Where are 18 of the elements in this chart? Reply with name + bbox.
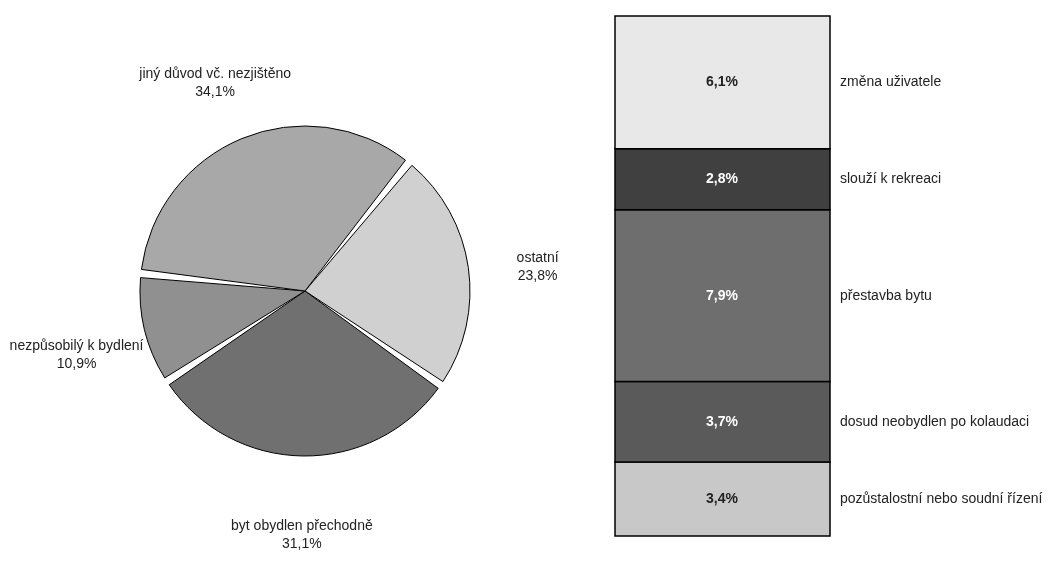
slice-label: jiný důvod vč. nezjištěno <box>138 64 292 81</box>
data-label: 31,1% <box>282 534 322 551</box>
data-label: 23,8% <box>517 266 558 283</box>
slice-label: ostatní <box>516 248 559 265</box>
series-label: změna uživatele <box>840 73 942 90</box>
data-label: 7,9% <box>706 286 739 303</box>
slice-label: byt obydlen přechodně <box>231 516 373 533</box>
slice-label: nezpůsobilý k bydlení <box>9 337 144 354</box>
data-label: 2,8% <box>706 170 739 187</box>
data-label: 3,7% <box>706 412 739 429</box>
series-label: přestavba bytu <box>840 286 932 303</box>
series-label: slouží k rekreaci <box>840 170 942 187</box>
series-label: dosud neobydlen po kolaudaci <box>840 412 1030 429</box>
data-label: 3,4% <box>706 490 739 507</box>
data-label: 6,1% <box>706 73 739 90</box>
data-label: 34,1% <box>195 82 235 99</box>
data-label: 10,9% <box>56 355 97 372</box>
series-label: pozůstalostní nebo soudní řízení <box>840 490 1043 507</box>
